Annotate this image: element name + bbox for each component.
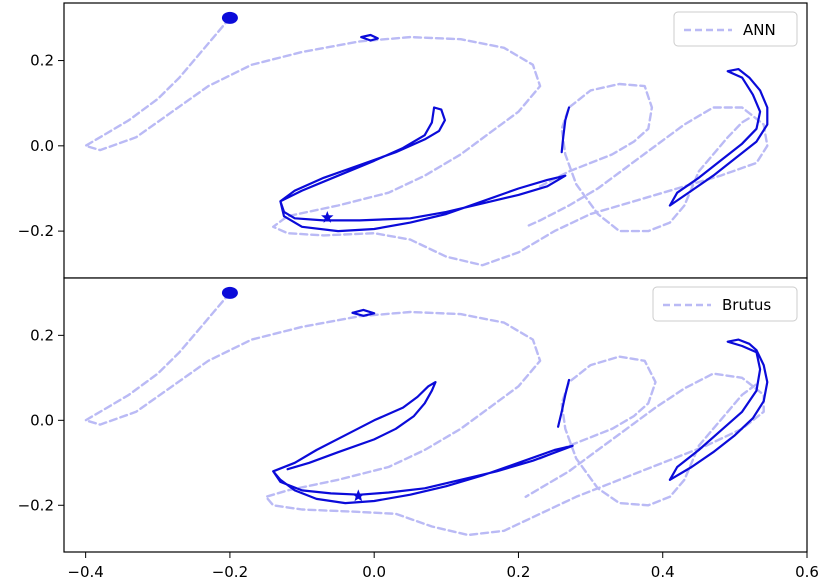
y-tick-label: −0.2 bbox=[18, 222, 54, 240]
series-reference-line-1 bbox=[557, 378, 571, 428]
start-dot-marker bbox=[221, 11, 238, 24]
series-reference-line-3 bbox=[351, 308, 376, 317]
series-reference-line-2 bbox=[668, 68, 769, 207]
x-tick-label: 0.4 bbox=[651, 563, 675, 581]
legend-top[interactable]: ANN bbox=[673, 11, 798, 47]
x-tick-label: −0.4 bbox=[67, 563, 103, 581]
legend-box-bottom bbox=[652, 286, 798, 322]
x-tick-label: 0.6 bbox=[795, 563, 819, 581]
y-tick-label: 0.0 bbox=[30, 137, 54, 155]
plot-area-top bbox=[84, 11, 769, 267]
y-tick-label: 0.2 bbox=[30, 326, 54, 344]
series-brutus-line-1 bbox=[538, 355, 758, 507]
y-axis-top: 0.2 0.0 −0.2 bbox=[18, 52, 64, 240]
series-reference-line-2 bbox=[668, 338, 769, 481]
star-marker bbox=[352, 489, 365, 502]
y-tick-label: −0.2 bbox=[18, 496, 54, 514]
legend-label-ann: ANN bbox=[743, 21, 776, 39]
x-tick-label: 0.0 bbox=[362, 563, 386, 581]
series-reference-line-1 bbox=[560, 106, 571, 154]
panel-bottom: 0.2 0.0 −0.2 −0.4 −0.2 0.0 0.2 0.4 0.6 Brutus bbox=[18, 277, 819, 581]
plot-area-bottom bbox=[84, 286, 769, 537]
series-reference-line-3 bbox=[360, 33, 379, 42]
start-dot-marker bbox=[221, 286, 238, 299]
y-tick-label: 0.0 bbox=[30, 411, 54, 429]
legend-bottom[interactable]: Brutus bbox=[652, 286, 798, 322]
x-tick-label: 0.2 bbox=[507, 563, 531, 581]
star-marker bbox=[321, 211, 334, 223]
series-reference-line-0 bbox=[272, 381, 574, 505]
x-tick-label: −0.2 bbox=[212, 563, 248, 581]
series-ann-line-0 bbox=[84, 16, 769, 267]
series-reference-line-0 bbox=[279, 106, 567, 233]
y-tick-label: 0.2 bbox=[30, 52, 54, 70]
x-axis-bottom: −0.4 −0.2 0.0 0.2 0.4 0.6 bbox=[67, 552, 819, 581]
panel-top: 0.2 0.0 −0.2 ANN bbox=[18, 2, 808, 279]
legend-box-top bbox=[673, 11, 798, 47]
y-axis-bottom: 0.2 0.0 −0.2 bbox=[18, 326, 64, 514]
axes-frame-bottom bbox=[63, 277, 808, 553]
legend-label-brutus: Brutus bbox=[722, 296, 771, 314]
series-ann-line-1 bbox=[538, 82, 751, 233]
